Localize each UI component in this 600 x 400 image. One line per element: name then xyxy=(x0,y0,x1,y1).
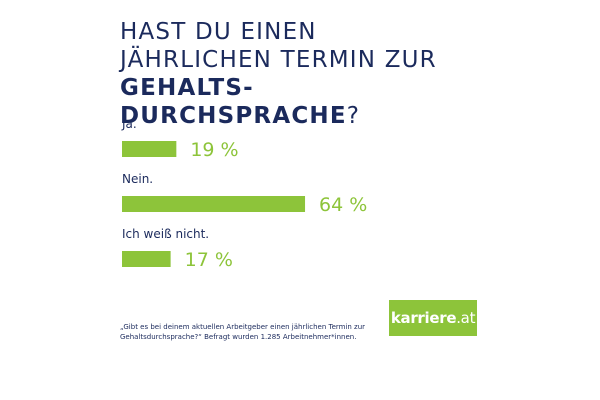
category-label: Nein. xyxy=(122,172,153,186)
bar xyxy=(122,251,171,267)
title-question-mark: ? xyxy=(346,103,361,129)
chart-title: Hast du einen jährlichen Termin zur Geha… xyxy=(120,18,450,130)
value-label: 17 % xyxy=(185,249,233,271)
title-text: Hast du einen jährlichen Termin zur xyxy=(120,19,437,73)
category-label: Ich weiß nicht. xyxy=(122,227,209,241)
bar xyxy=(122,141,177,157)
karriere-logo[interactable]: karriere .at xyxy=(389,300,477,336)
value-label: 19 % xyxy=(190,139,238,161)
footnote: „Gibt es bei deinem aktuellen Arbeitgebe… xyxy=(120,323,366,341)
value-label: 64 % xyxy=(319,194,367,216)
logo-name: karriere xyxy=(390,309,457,327)
bar xyxy=(122,196,306,212)
bar-chart: Ja. 19 % Nein. 64 % Ich weiß nicht. 17 % xyxy=(121,117,367,271)
title-highlight: Gehalts- durchsprache xyxy=(120,75,347,129)
category-label: Ja. xyxy=(121,117,137,131)
logo-tld: .at xyxy=(456,309,476,327)
